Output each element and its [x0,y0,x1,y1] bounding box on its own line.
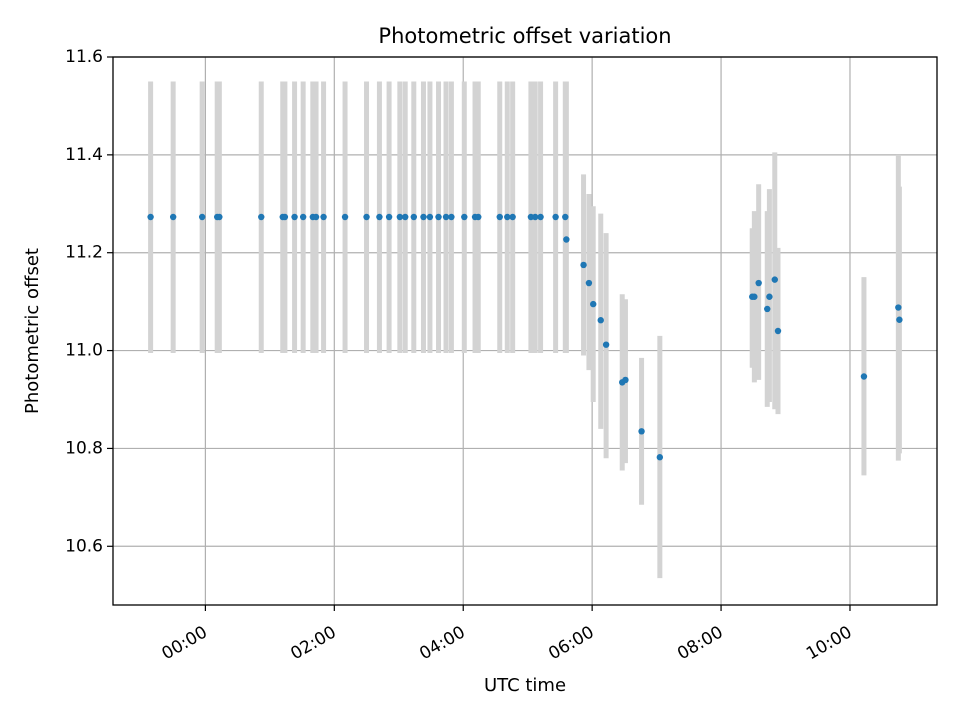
data-point [461,213,468,221]
data-point [622,376,629,384]
data-point [751,293,758,300]
data-point [216,213,223,221]
data-point [552,213,559,221]
data-point [504,213,511,221]
data-point [363,213,370,221]
data-point [402,213,409,221]
data-point [410,213,418,221]
data-point [396,213,404,221]
data-point [771,276,778,283]
data-point [590,300,597,308]
data-point [426,213,434,221]
data-point [420,213,427,221]
y-tick-label: 11.0 [65,341,103,361]
data-point [896,316,903,323]
data-point [147,213,154,221]
data-point [291,213,298,221]
data-point [341,213,349,221]
data-point [585,279,593,287]
data-point [169,213,177,221]
data-points [147,213,903,461]
data-point [475,213,482,221]
data-point [496,213,503,221]
data-point [376,213,383,221]
data-point [895,304,902,311]
data-point [766,293,773,300]
chart-title: Photometric offset variation [378,24,671,48]
data-point [198,213,206,221]
data-point [537,213,544,221]
data-point [258,213,265,221]
y-tick-label: 11.6 [65,47,103,67]
data-point [562,213,569,221]
data-point [299,213,307,221]
y-tick-label: 11.2 [65,243,103,263]
y-tick-label: 11.4 [65,145,103,165]
data-point [435,213,442,221]
data-point [385,213,393,221]
data-point [774,327,782,335]
data-point [442,213,450,221]
data-point [281,213,289,221]
data-point [860,373,868,380]
data-point [580,261,587,269]
y-tick-label: 10.8 [65,438,103,458]
y-tick-label: 10.6 [65,536,103,556]
plot-area-frame [112,56,938,606]
data-point [656,454,664,461]
data-point [764,305,771,313]
y-axis-label: Photometric offset [22,248,43,414]
x-axis-label: UTC time [484,675,566,696]
data-point [602,341,610,348]
data-point [509,213,516,221]
data-point [320,213,327,221]
data-point [532,213,539,221]
data-point [638,428,645,435]
data-point [597,317,604,324]
data-point [312,213,320,221]
data-point [755,279,762,287]
data-point [448,213,455,221]
data-point [563,236,570,243]
